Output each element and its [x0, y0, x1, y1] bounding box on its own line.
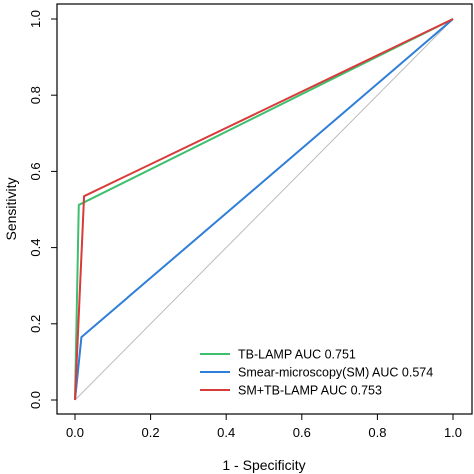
legend: TB-LAMP AUC 0.751 Smear-microscopy(SM) AU… [200, 348, 433, 398]
x-tick-label: 0.6 [293, 425, 311, 440]
reference-diagonal-layer [74, 18, 454, 401]
y-tick-label: 0.8 [28, 86, 43, 104]
series-line-1 [74, 18, 454, 401]
plot-frame [56, 3, 473, 415]
legend-label-3: SM+TB-LAMP AUC 0.753 [238, 384, 382, 398]
y-tick-label: 0.4 [28, 239, 43, 257]
x-axis: 0.0 0.2 0.4 0.6 0.8 1.0 [66, 414, 462, 440]
y-axis-title: Sensitivity [3, 177, 19, 240]
x-tick-label: 0.4 [217, 425, 235, 440]
y-tick-label: 0.6 [28, 162, 43, 180]
legend-label-2: Smear-microscopy(SM) AUC 0.574 [238, 366, 433, 380]
x-tick-label: 0.8 [368, 425, 386, 440]
series-layer [74, 18, 454, 401]
y-axis: 0.0 0.2 0.4 0.6 0.8 1.0 [28, 10, 57, 409]
legend-label-1: TB-LAMP AUC 0.751 [238, 348, 356, 362]
y-tick-label: 0.0 [28, 391, 43, 409]
x-tick-label: 0.0 [66, 425, 84, 440]
series-line-2 [74, 18, 454, 401]
x-tick-label: 0.2 [142, 425, 160, 440]
series-line-3 [74, 18, 454, 401]
x-axis-title: 1 - Specificity [222, 457, 305, 473]
x-tick-label: 1.0 [444, 425, 462, 440]
y-tick-label: 0.2 [28, 315, 43, 333]
reference-diagonal-line [74, 18, 454, 401]
y-tick-label: 1.0 [28, 10, 43, 28]
